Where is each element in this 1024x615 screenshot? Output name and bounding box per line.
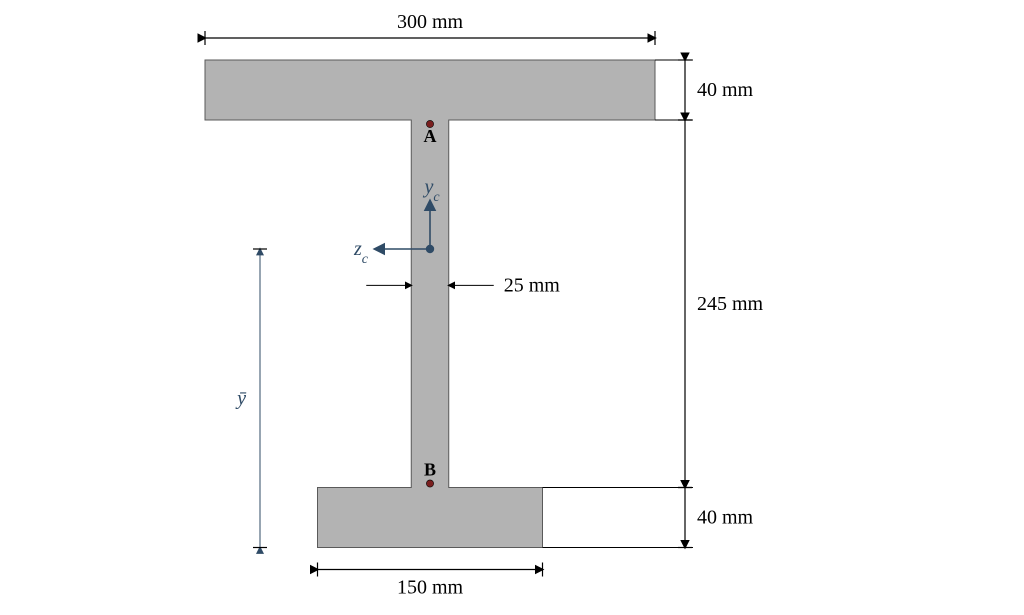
dim-top-width-label: 300 mm	[397, 11, 464, 33]
dim-web-h-label: 245 mm	[697, 293, 764, 315]
axis-zc-label: zc	[353, 238, 369, 267]
dim-ybar-label: ȳ	[235, 387, 247, 409]
dim-bot-h-label: 40 mm	[697, 507, 754, 529]
dim-web-w-label: 25 mm	[504, 274, 561, 296]
point-a-label: A	[424, 126, 437, 146]
dim-top-h-label: 40 mm	[697, 79, 754, 101]
dim-bot-width-label: 150 mm	[397, 577, 464, 599]
point-b-dot	[426, 480, 433, 487]
diagram-svg: 300 mm150 mm40 mm245 mm40 mm25 mmȳyczcAB	[0, 0, 1024, 615]
point-b-label: B	[424, 460, 436, 480]
